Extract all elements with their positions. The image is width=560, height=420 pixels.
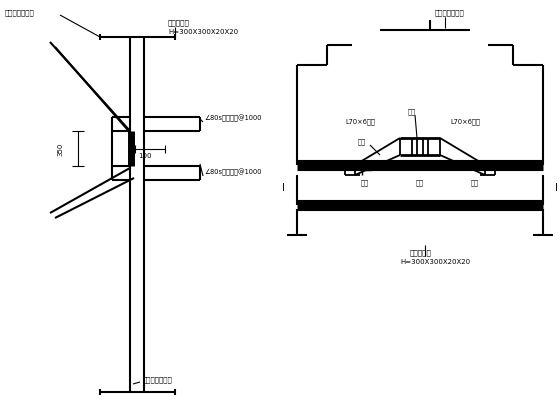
Text: 拉锚杆里侧锚板: 拉锚杆里侧锚板 (435, 10, 465, 16)
Text: 350: 350 (57, 142, 63, 156)
Text: Ⅰ: Ⅰ (555, 183, 558, 193)
Text: 点焊: 点焊 (361, 180, 369, 186)
Text: 点焊: 点焊 (416, 180, 424, 186)
Text: Ⅰ: Ⅰ (282, 183, 285, 193)
Text: L70×6角钢: L70×6角钢 (450, 119, 480, 125)
Text: 拉锚杆里侧锚板: 拉锚杆里侧锚板 (143, 377, 172, 383)
Text: ∠80s槽钢拉筋@1000: ∠80s槽钢拉筋@1000 (204, 114, 262, 122)
Text: ∠80s槽钢拉筋@1000: ∠80s槽钢拉筋@1000 (204, 168, 262, 176)
Text: 点焊: 点焊 (408, 109, 416, 116)
Text: 工字钢腰梁: 工字钢腰梁 (410, 250, 432, 256)
Text: 拉锚杆里侧锚板: 拉锚杆里侧锚板 (5, 10, 35, 16)
Text: L70×6角钢: L70×6角钢 (345, 119, 375, 125)
Text: H=300X300X20X20: H=300X300X20X20 (400, 259, 470, 265)
Text: 工字钢腰梁: 工字钢腰梁 (168, 20, 190, 26)
Text: H=300X300X20X20: H=300X300X20X20 (168, 29, 238, 35)
Text: 点焊: 点焊 (471, 180, 479, 186)
Text: 100: 100 (138, 153, 152, 160)
Text: 点焊: 点焊 (358, 139, 366, 145)
